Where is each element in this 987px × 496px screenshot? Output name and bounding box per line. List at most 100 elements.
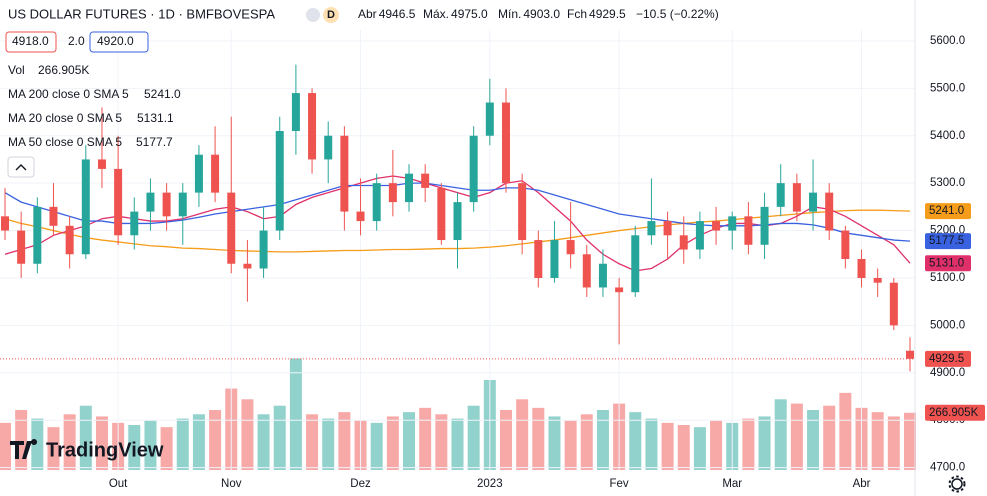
ohlc-value: 4903.0 bbox=[523, 7, 560, 21]
volume-bar bbox=[677, 425, 690, 470]
legend-value: 5241.0 bbox=[144, 87, 181, 101]
candle-body bbox=[501, 102, 510, 184]
candle-body bbox=[582, 254, 591, 288]
volume-bar bbox=[31, 418, 44, 470]
candle-body bbox=[17, 230, 26, 264]
candle-body bbox=[566, 240, 575, 255]
bid: 4918.0 bbox=[12, 34, 49, 48]
ohlc-label: Mín. bbox=[498, 7, 521, 21]
candle-body bbox=[598, 263, 607, 288]
candle-body bbox=[663, 221, 672, 236]
volume-bar bbox=[467, 405, 480, 470]
candle-body bbox=[146, 192, 155, 212]
x-tick-label: 2023 bbox=[477, 478, 503, 490]
volume-bar bbox=[128, 425, 141, 470]
candle-body bbox=[81, 159, 90, 255]
ma-axis-label: 5177.5 bbox=[929, 235, 964, 247]
legend-name: MA 50 close 0 SMA 5 bbox=[8, 135, 122, 149]
legend-name: MA 200 close 0 SMA 5 bbox=[8, 87, 129, 101]
ohlc-label: Máx. bbox=[423, 7, 449, 21]
volume-bar bbox=[176, 418, 189, 470]
volume-bar bbox=[451, 418, 464, 470]
candle-body bbox=[33, 206, 42, 264]
candle-body bbox=[857, 259, 866, 278]
legend-name: MA 20 close 0 SMA 5 bbox=[8, 111, 122, 125]
volume-legend-name: Vol bbox=[8, 63, 25, 77]
volume-bar bbox=[790, 403, 803, 470]
volume-bar bbox=[370, 422, 383, 470]
candle-body bbox=[873, 277, 882, 283]
candle-body bbox=[130, 211, 139, 236]
candle-body bbox=[388, 183, 397, 203]
volume-bar bbox=[661, 422, 674, 470]
candle-body bbox=[372, 183, 381, 222]
volume-bar bbox=[192, 414, 205, 470]
volume-bar bbox=[532, 407, 545, 470]
x-tick-label: Out bbox=[109, 478, 128, 490]
volume-bar bbox=[419, 407, 432, 470]
volume-bar bbox=[144, 420, 157, 470]
grid-layer bbox=[0, 30, 915, 470]
volume-bar bbox=[47, 427, 60, 470]
settings-button[interactable] bbox=[948, 475, 966, 493]
volume-bar bbox=[386, 416, 399, 470]
collapse-button[interactable] bbox=[7, 156, 35, 178]
candle-body bbox=[744, 216, 753, 245]
candle-body bbox=[97, 159, 106, 169]
ohlc-value: 4929.5 bbox=[589, 7, 626, 21]
header-bg bbox=[0, 0, 760, 28]
collapse-icon[interactable] bbox=[15, 164, 27, 171]
candle-body bbox=[178, 192, 187, 217]
candle-body bbox=[889, 282, 898, 326]
price-axis-label: 4929.5 bbox=[929, 353, 964, 365]
candle-body bbox=[340, 135, 349, 212]
candle-body bbox=[437, 187, 446, 241]
candle-body bbox=[49, 206, 58, 226]
y-tick-label: 4700.0 bbox=[930, 462, 965, 474]
ohlc-label: Abr bbox=[358, 7, 377, 21]
candle-body bbox=[534, 240, 543, 278]
volume-bar bbox=[516, 399, 529, 470]
volume-bar bbox=[871, 412, 884, 470]
candle-layer bbox=[1, 64, 914, 372]
candle-body bbox=[1, 216, 9, 231]
candle-body bbox=[114, 168, 123, 236]
interval-badge-bg bbox=[323, 7, 339, 23]
volume-bar bbox=[499, 410, 512, 470]
candle-body bbox=[647, 221, 656, 236]
price-axis-label-box bbox=[925, 350, 971, 367]
candle-body bbox=[841, 230, 850, 260]
volume-bar bbox=[580, 414, 593, 470]
volume-bar bbox=[887, 416, 900, 470]
settings-icon[interactable] bbox=[951, 478, 963, 490]
ma-axis-label: 5131.0 bbox=[929, 257, 964, 269]
candle-body bbox=[760, 206, 769, 245]
volume-axis-label-box bbox=[925, 404, 985, 421]
collapse-box[interactable] bbox=[7, 156, 35, 178]
volume-bar bbox=[710, 420, 723, 470]
volume-legend-value: 266.905K bbox=[38, 63, 89, 77]
candle-body bbox=[194, 154, 203, 193]
volume-bar bbox=[904, 412, 916, 470]
candle-body bbox=[728, 216, 737, 231]
ma-line bbox=[4, 182, 911, 242]
candle-body bbox=[906, 350, 914, 359]
candle-body bbox=[679, 235, 688, 250]
volume-bar bbox=[693, 427, 706, 470]
ma-axis-label-box bbox=[925, 255, 971, 272]
ma-axis-label-box bbox=[925, 233, 971, 250]
legend-value: 5177.7 bbox=[136, 135, 173, 149]
volume-bar bbox=[645, 418, 658, 470]
ask: 4920.0 bbox=[97, 34, 134, 48]
settings-icon-teeth[interactable] bbox=[948, 475, 966, 493]
interval-badge: D bbox=[327, 9, 335, 21]
volume-bar bbox=[322, 418, 335, 470]
volume-bar bbox=[63, 414, 76, 470]
volume-bar bbox=[758, 416, 771, 470]
volume-bar bbox=[596, 410, 609, 470]
y-tick-label: 5000.0 bbox=[930, 319, 965, 331]
volume-bar bbox=[629, 412, 642, 470]
volume-bar bbox=[306, 414, 319, 470]
watermark: TradingView bbox=[10, 439, 164, 461]
